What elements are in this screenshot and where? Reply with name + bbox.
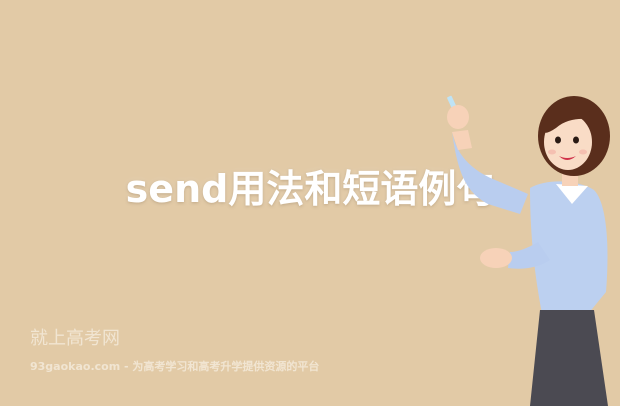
site-tagline-watermark: 93gaokao.com - 为高考学习和高考升学提供资源的平台 [30, 360, 320, 373]
teacher-illustration-icon [447, 95, 610, 406]
site-brand-watermark: 就上高考网 [30, 328, 120, 349]
banner-title: send用法和短语例句 [125, 167, 495, 211]
